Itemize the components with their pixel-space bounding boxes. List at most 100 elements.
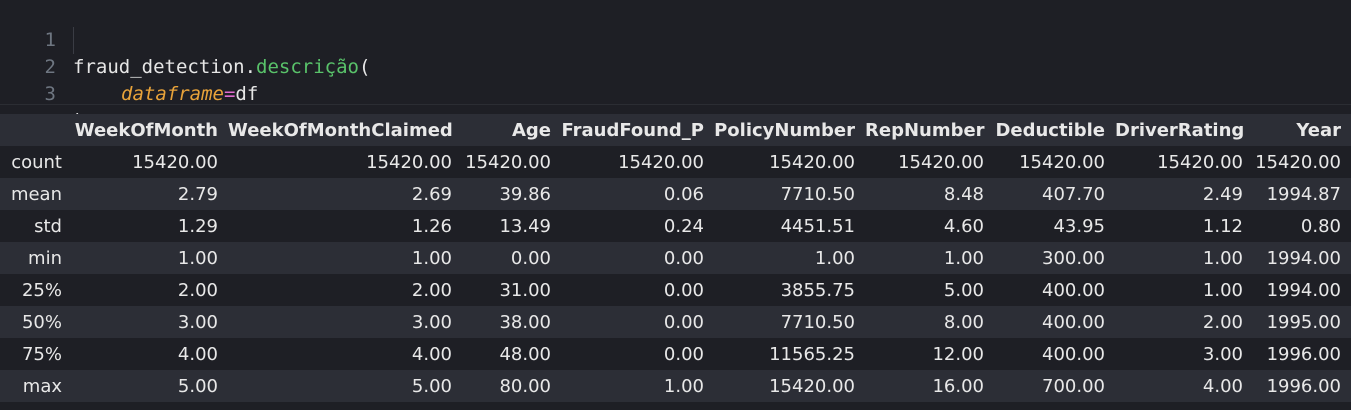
code-line-text[interactable]: fraud_detection.descrição( [73,54,370,81]
code-line-text[interactable]: dataframe=df [121,81,258,108]
table-cell: 15420.00 [714,146,865,178]
table-row: 75% 4.00 4.00 48.00 0.00 11565.25 12.00 400.00 3… [0,338,1351,370]
table-cell: 3855.75 [714,274,865,306]
code-line-3: 3 ) [0,54,85,132]
table-cell: 4451.51 [714,210,865,242]
code-dot: . [244,56,257,78]
table-cell: 4.00 [228,338,462,370]
table-cell: 15420.00 [228,146,462,178]
table-cell: 15420.00 [561,146,714,178]
table-cell: 0.00 [561,306,714,338]
table-cell: 39.86 [462,178,561,210]
table-cell: 400.00 [994,274,1115,306]
table-cell: 0.00 [561,242,714,274]
table-cell: 15420.00 [462,146,561,178]
table-cell: 15420.00 [865,146,994,178]
table-row: mean 2.79 2.69 39.86 0.06 7710.50 8.48 407.70 2.… [0,178,1351,210]
row-label: 75% [0,338,72,370]
table-cell: 5.00 [228,370,462,402]
table-cell: 11565.25 [714,338,865,370]
table-row: std 1.29 1.26 13.49 0.24 4451.51 4.60 43.95 1.12… [0,210,1351,242]
table-cell: 5.00 [72,370,228,402]
table-cell: 1.00 [561,370,714,402]
column-header: Deductible [994,114,1115,146]
code-line-1: 1 fraud_detection.descrição( [0,0,371,78]
table-cell: 1.00 [1115,242,1253,274]
table-row: max 5.00 5.00 80.00 1.00 15420.00 16.00 700.00 4… [0,370,1351,402]
table-row: 50% 3.00 3.00 38.00 0.00 7710.50 8.00 400.00 2.0… [0,306,1351,338]
table-cell: 1996.00 [1253,370,1351,402]
table-cell: 3.00 [72,306,228,338]
index-header [0,114,72,146]
table-cell: 1.00 [72,242,228,274]
table-cell: 80.00 [462,370,561,402]
table-cell: 3.00 [228,306,462,338]
row-label: 50% [0,306,72,338]
table-cell: 13.49 [462,210,561,242]
table-cell: 300.00 [994,242,1115,274]
column-header: Age [462,114,561,146]
table-row: min 1.00 1.00 0.00 0.00 1.00 1.00 300.00 1.00 199… [0,242,1351,274]
table-cell: 38.00 [462,306,561,338]
table-cell: 15420.00 [1253,146,1351,178]
table-cell: 400.00 [994,306,1115,338]
table-cell: 1996.00 [1253,338,1351,370]
table-cell: 1.29 [72,210,228,242]
cell-output: WeekOfMonth WeekOfMonthClaimed Age Fraud… [0,114,1351,410]
table-cell: 407.70 [994,178,1115,210]
describe-table: WeekOfMonth WeekOfMonthClaimed Age Fraud… [0,114,1351,402]
code-line-2: 2 dataframe=df [0,27,259,105]
table-cell: 7710.50 [714,306,865,338]
table-cell: 1.00 [714,242,865,274]
code-editor[interactable]: 1 fraud_detection.descrição( 2 dataframe… [0,0,1351,132]
row-label: 25% [0,274,72,306]
column-header: Year [1253,114,1351,146]
table-cell: 8.48 [865,178,994,210]
column-header: RepNumber [865,114,994,146]
table-cell: 48.00 [462,338,561,370]
table-row: 25% 2.00 2.00 31.00 0.00 3855.75 5.00 400.00 1.0… [0,274,1351,306]
table-cell: 0.00 [561,274,714,306]
table-cell: 31.00 [462,274,561,306]
table-cell: 4.00 [1115,370,1253,402]
table-cell: 0.24 [561,210,714,242]
table-cell: 15420.00 [714,370,865,402]
table-cell: 0.00 [561,338,714,370]
line-number: 1 [44,29,56,51]
table-cell: 7710.50 [714,178,865,210]
code-method: descrição [256,56,359,78]
table-cell: 1.26 [228,210,462,242]
table-cell: 1.00 [228,242,462,274]
table-cell: 1994.00 [1253,274,1351,306]
table-cell: 4.60 [865,210,994,242]
table-cell: 15420.00 [1115,146,1253,178]
line-number: 3 [44,83,56,105]
column-header: DriverRating [1115,114,1253,146]
column-header: FraudFound_P [561,114,714,146]
column-header: WeekOfMonth [72,114,228,146]
table-cell: 2.69 [228,178,462,210]
table-cell: 2.00 [228,274,462,306]
table-cell: 0.06 [561,178,714,210]
code-object: fraud_detection [73,56,245,78]
table-cell: 1.00 [1115,274,1253,306]
table-cell: 400.00 [994,338,1115,370]
cell-divider [0,104,1351,105]
table-cell: 1.12 [1115,210,1253,242]
table-cell: 4.00 [72,338,228,370]
code-equals: = [223,83,236,105]
table-cell: 43.95 [994,210,1115,242]
table-cell: 2.00 [72,274,228,306]
table-cell: 1995.00 [1253,306,1351,338]
table-cell: 700.00 [994,370,1115,402]
code-open-paren: ( [359,56,371,78]
table-cell: 3.00 [1115,338,1253,370]
code-param-value: df [235,83,259,105]
table-cell: 5.00 [865,274,994,306]
code-param-name: dataframe [121,83,224,105]
table-cell: 16.00 [865,370,994,402]
table-cell: 2.00 [1115,306,1253,338]
row-label: max [0,370,72,402]
table-cell: 1994.87 [1253,178,1351,210]
